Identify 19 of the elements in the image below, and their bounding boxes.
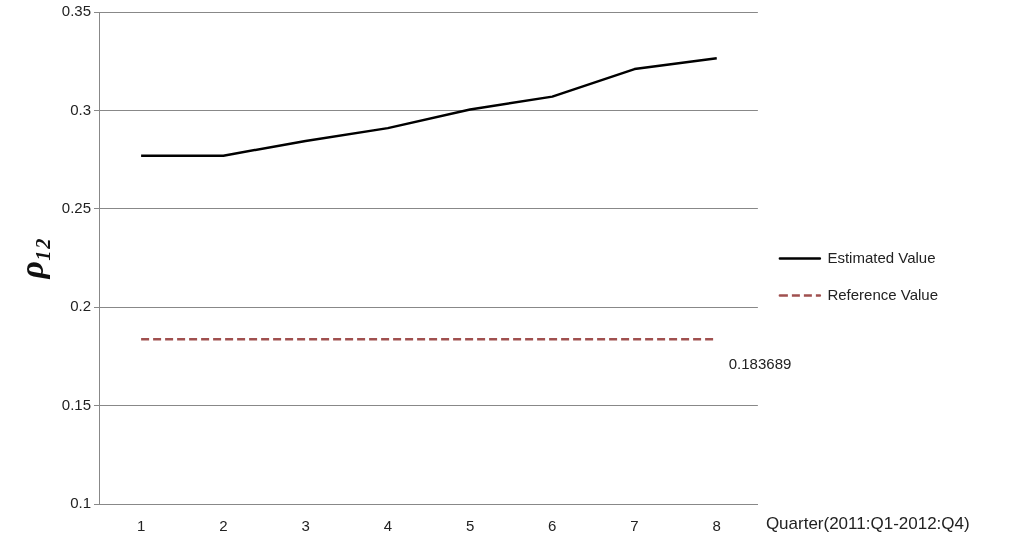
y-tick-label: 0.15 xyxy=(61,395,91,413)
y-tick-label: 0.25 xyxy=(61,198,91,216)
legend-label: Estimated Value xyxy=(827,248,936,266)
x-tick-label: 7 xyxy=(630,517,639,535)
y-tick-label: 0.2 xyxy=(70,297,91,315)
x-tick-label: 2 xyxy=(219,517,228,535)
y-tick-label: 0.3 xyxy=(70,100,91,118)
y-tick-label: 0.1 xyxy=(70,494,91,512)
y-tick-label: 0.35 xyxy=(61,2,91,20)
x-axis-title: Quarter(2011:Q1-2012:Q4) xyxy=(765,513,970,533)
annotation: 0.183689 xyxy=(728,355,792,373)
x-tick-label: 5 xyxy=(465,517,475,535)
legend-label: Reference Value xyxy=(827,285,938,303)
x-tick-label: 6 xyxy=(548,517,557,535)
x-tick-label: 4 xyxy=(383,517,392,535)
x-tick-label: 1 xyxy=(136,517,146,535)
y-axis-title: ρ₁₂ xyxy=(13,237,51,280)
x-tick-label: 8 xyxy=(712,517,721,535)
x-tick-label: 3 xyxy=(301,517,310,535)
